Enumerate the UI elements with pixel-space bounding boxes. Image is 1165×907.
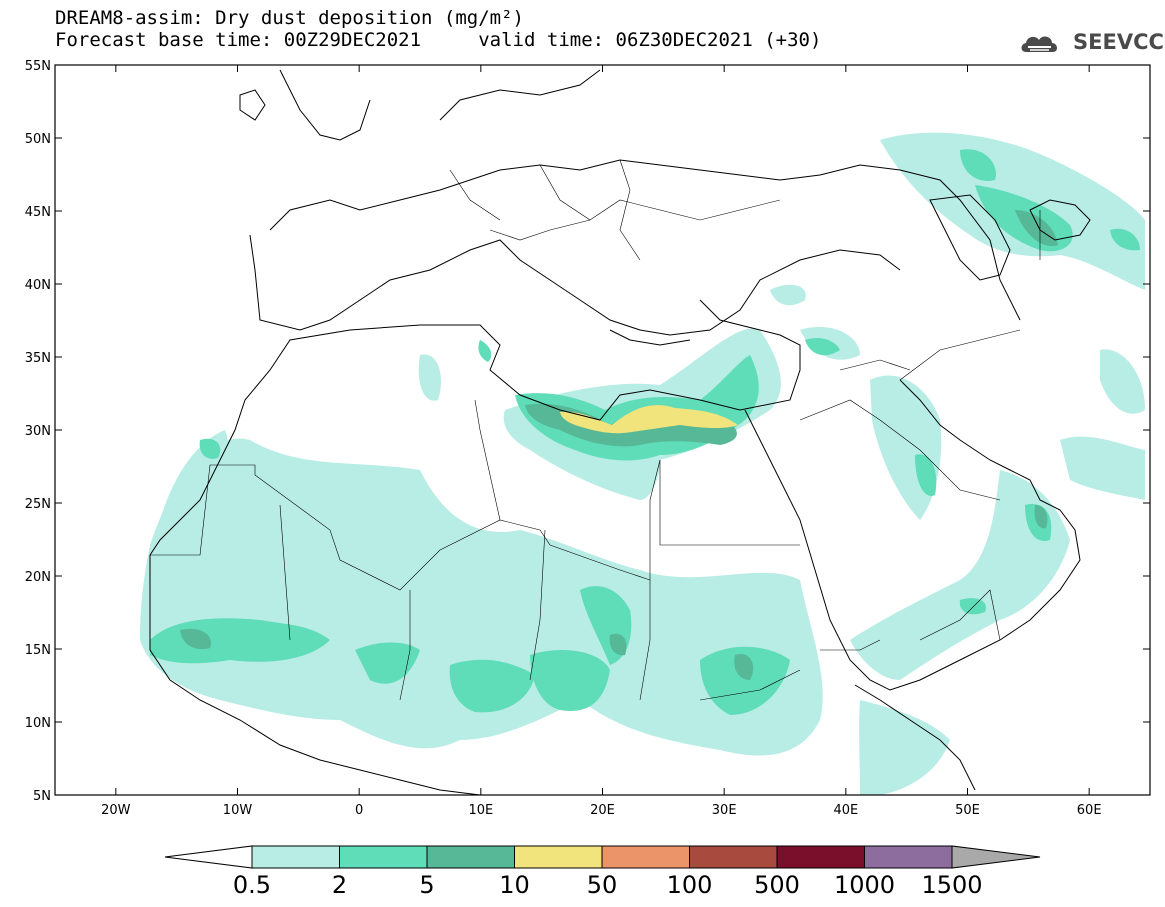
colorbar-segment	[514, 845, 603, 869]
colorbar-level-label: 5	[419, 871, 434, 899]
dust-level-1-areas	[140, 132, 1145, 795]
lat-tick-label: 15N	[25, 643, 51, 658]
lon-tick-label: 40E	[833, 803, 858, 818]
colorbar-segment	[689, 845, 778, 869]
colorbar-segment	[339, 845, 428, 869]
lat-tick-label: 25N	[25, 497, 51, 512]
lat-tick-label: 55N	[25, 59, 51, 74]
lat-tick-label: 40N	[25, 278, 51, 293]
colorbar-segment	[601, 845, 690, 869]
lon-tick-label: 30E	[712, 803, 737, 818]
lat-tick-label: 50N	[25, 132, 51, 147]
colorbar-under-triangle	[164, 845, 253, 869]
colorbar-level-label: 1000	[834, 871, 895, 899]
lon-tick-label: 60E	[1077, 803, 1102, 818]
colorbar-level-label: 1500	[921, 871, 982, 899]
lat-tick-label: 10N	[25, 716, 51, 731]
lon-tick-label: 0	[355, 803, 363, 818]
lat-tick-label: 30N	[25, 424, 51, 439]
colorbar-segment	[864, 845, 953, 869]
logo-text: SEEVCCC	[1073, 30, 1165, 54]
colorbar-segment	[776, 845, 865, 869]
lat-tick-label: 20N	[25, 570, 51, 585]
colorbar-level-label: 50	[587, 871, 618, 899]
lon-tick-label: 20E	[590, 803, 615, 818]
colorbar-level-label: 100	[667, 871, 713, 899]
colorbar-over-triangle	[951, 845, 1041, 869]
dust-deposition-layer	[140, 132, 1145, 795]
longitude-ticks: 20W 10W 0 10E 20E 30E 40E 50E 60E	[101, 65, 1102, 818]
lat-tick-label: 45N	[25, 205, 51, 220]
cloud-logo-icon	[1021, 36, 1058, 52]
latitude-ticks: 55N 50N 45N 40N 35N 30N 25N 20N 15N 10N 5N	[25, 59, 1150, 804]
colorbar-level-label: 500	[754, 871, 800, 899]
lat-tick-label: 5N	[33, 789, 51, 804]
colorbar: 0.5 2 5 10 50 100 500 1000 1500	[164, 845, 1041, 899]
colorbar-level-label: 0.5	[233, 871, 271, 899]
colorbar-level-label: 10	[499, 871, 530, 899]
coastlines	[149, 69, 1091, 795]
map-title: DREAM8-assim: Dry dust deposition (mg/m²…	[55, 7, 524, 29]
lat-tick-label: 35N	[25, 351, 51, 366]
lon-tick-label: 50E	[955, 803, 980, 818]
colorbar-segment	[251, 845, 340, 869]
colorbar-segment	[426, 845, 515, 869]
forecast-time-subtitle: Forecast base time: 00Z29DEC2021 valid t…	[55, 29, 822, 51]
lon-tick-label: 10E	[468, 803, 493, 818]
lon-tick-label: 20W	[101, 803, 131, 818]
country-borders	[150, 159, 1041, 701]
colorbar-level-label: 2	[332, 871, 347, 899]
lon-tick-label: 10W	[223, 803, 253, 818]
dust-level-4-areas	[560, 405, 738, 434]
